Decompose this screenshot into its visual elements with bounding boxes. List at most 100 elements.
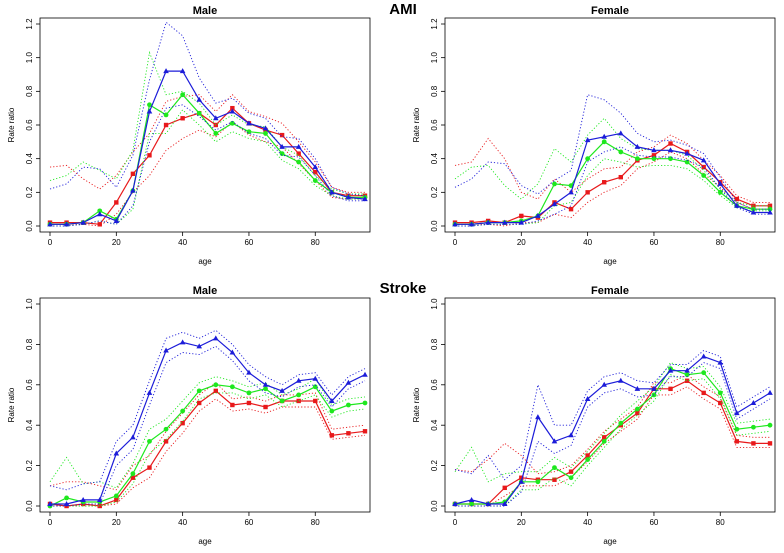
data-point [651,156,657,162]
data-point [651,153,657,158]
x-axis-label: age [198,537,212,546]
data-point [196,96,203,102]
series-red [452,134,773,227]
data-point [97,503,102,509]
x-tick-label: 0 [48,518,53,527]
data-point [718,400,723,406]
ci-lower-line-red [455,386,770,507]
data-point [163,439,169,444]
data-point [163,112,169,118]
data-point [700,353,707,359]
data-point [147,465,152,470]
data-point [279,132,285,138]
y-tick-label: 1.0 [430,52,439,64]
data-point [717,189,723,195]
data-point [296,151,301,156]
ci-lower-line-red [455,151,770,227]
data-point [684,159,690,165]
ci-upper-line-blue [454,94,770,210]
y-tick-label: 1.0 [430,298,439,310]
data-point [180,420,185,426]
y-tick-label: 0.4 [25,153,34,165]
data-point [585,156,591,162]
data-point [180,408,186,414]
data-point [130,475,136,480]
data-point [552,465,557,471]
data-point [501,500,508,506]
data-point [113,450,120,456]
data-point [246,129,252,135]
series-green [452,362,773,507]
data-point [312,384,318,390]
x-tick-label: 20 [517,238,526,247]
data-point [80,496,86,502]
data-point [452,221,458,227]
data-point [329,408,335,414]
data-point [601,133,608,139]
x-tick-label: 40 [178,238,187,247]
data-point [96,496,103,502]
ci-upper-line-green [49,376,366,489]
data-point [485,500,491,506]
data-point [634,156,640,162]
y-tick-label: 0.6 [25,379,34,391]
data-point [568,469,574,474]
data-point [295,143,302,149]
data-point [634,143,641,149]
data-point [263,131,268,136]
data-point [296,159,302,165]
panel-title: Female [591,5,629,17]
data-point [469,501,474,507]
ci-upper-line-green [49,50,365,195]
data-point [501,219,508,225]
data-point [279,143,285,149]
data-point [212,335,219,341]
plot-frame [444,297,776,513]
data-point [751,441,756,446]
data-point [617,377,624,383]
data-point [345,194,352,200]
panel-title: Male [193,285,217,297]
ci-upper-line-red [454,374,770,475]
data-point [296,392,302,398]
panel-title: Male [193,5,217,17]
data-point [229,349,236,355]
data-point [312,164,319,170]
y-tick-label: 0.0 [430,220,439,232]
data-point [750,209,757,215]
series-line-green [455,141,770,225]
data-point [296,398,301,404]
y-tick-label: 0.6 [430,379,439,391]
data-point [329,433,335,438]
x-tick-label: 0 [48,238,53,247]
data-point [701,173,707,178]
data-point [312,375,319,381]
x-axis-label: age [603,257,617,266]
series-line-red [49,390,366,507]
section-title-ami: AMI [389,1,417,18]
data-point [468,496,475,502]
data-point [717,359,724,365]
data-point [196,388,202,394]
y-tick-label: 1.2 [430,18,439,30]
data-point [263,404,268,410]
series-line-green [455,367,771,505]
data-point [701,370,707,376]
data-point [279,398,285,404]
data-point [701,390,706,396]
data-point [229,108,236,114]
data-point [518,478,525,484]
y-axis-label: Rate ratio [412,107,421,142]
data-point [651,385,657,391]
data-point [346,431,351,436]
data-point [584,395,591,401]
data-point [113,217,120,223]
data-point [230,105,235,111]
data-point [97,208,103,214]
y-tick-label: 1.0 [25,52,34,64]
data-point [213,382,219,388]
y-axis-label: Rate ratio [7,107,16,142]
data-point [196,110,202,116]
data-point [684,367,690,373]
data-point [212,115,219,121]
